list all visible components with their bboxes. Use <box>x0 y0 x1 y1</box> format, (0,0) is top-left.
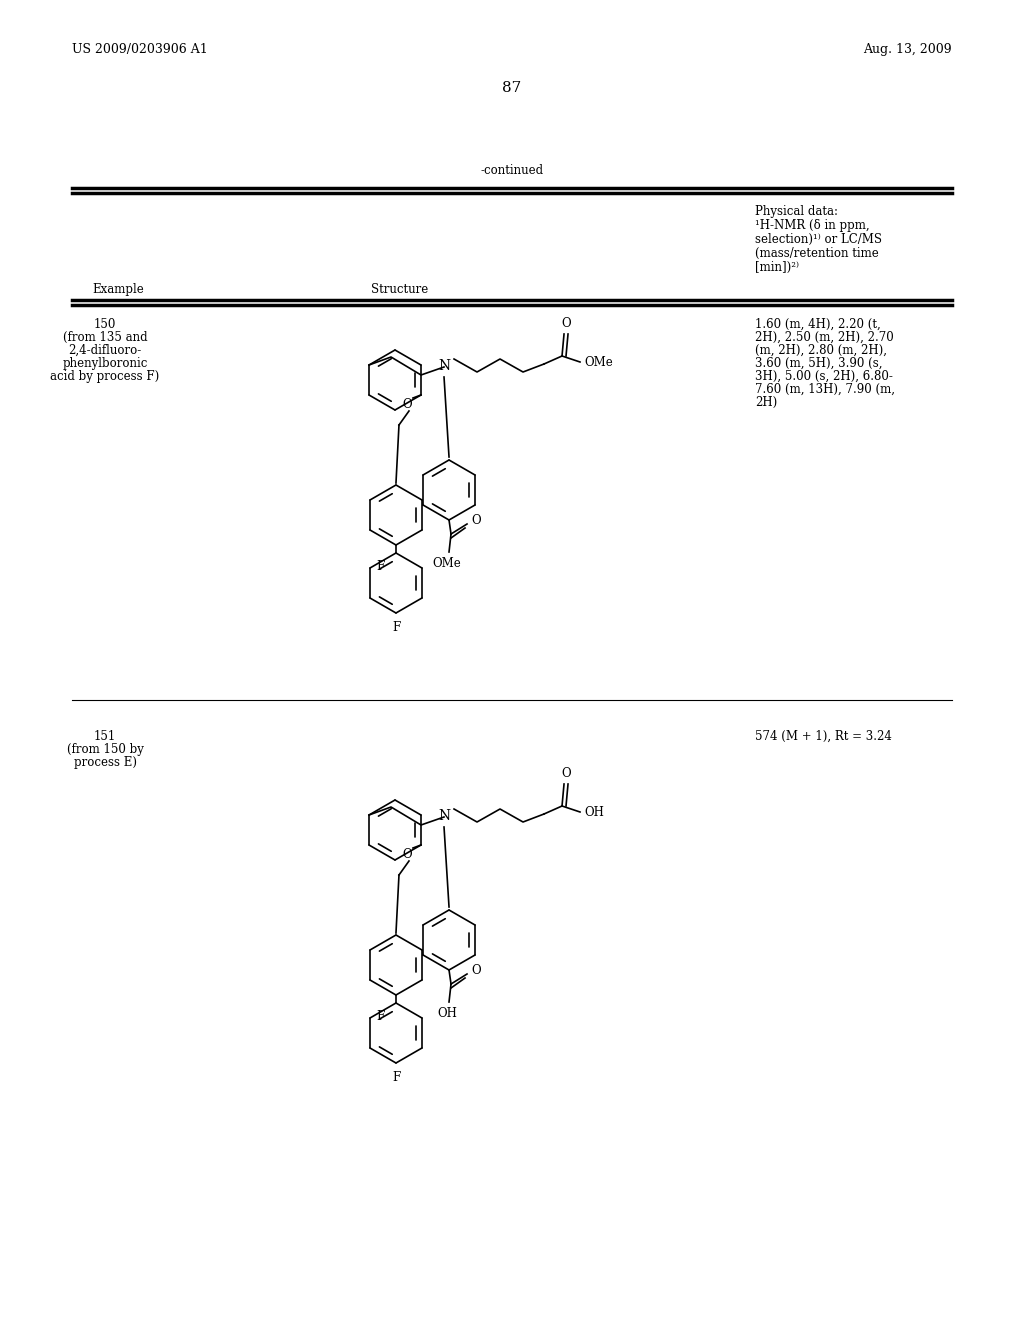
Text: Aug. 13, 2009: Aug. 13, 2009 <box>863 44 952 57</box>
Text: 7.60 (m, 13H), 7.90 (m,: 7.60 (m, 13H), 7.90 (m, <box>755 383 895 396</box>
Text: 2H), 2.50 (m, 2H), 2.70: 2H), 2.50 (m, 2H), 2.70 <box>755 331 894 345</box>
Text: O: O <box>471 964 480 977</box>
Text: [min])²⁾: [min])²⁾ <box>755 261 799 275</box>
Text: F: F <box>392 1071 400 1084</box>
Text: process E): process E) <box>74 756 136 770</box>
Text: 150: 150 <box>94 318 116 331</box>
Text: O: O <box>402 399 412 412</box>
Text: 1.60 (m, 4H), 2.20 (t,: 1.60 (m, 4H), 2.20 (t, <box>755 318 881 331</box>
Text: phenylboronic: phenylboronic <box>62 356 147 370</box>
Text: O: O <box>402 849 412 862</box>
Text: 87: 87 <box>503 81 521 95</box>
Text: acid by process F): acid by process F) <box>50 370 160 383</box>
Text: 3.60 (m, 5H), 3.90 (s,: 3.60 (m, 5H), 3.90 (s, <box>755 356 883 370</box>
Text: (from 150 by: (from 150 by <box>67 743 143 756</box>
Text: OH: OH <box>584 805 604 818</box>
Text: OMe: OMe <box>433 557 462 570</box>
Text: selection)¹⁾ or LC/MS: selection)¹⁾ or LC/MS <box>755 234 882 246</box>
Text: O: O <box>561 767 570 780</box>
Text: F: F <box>392 620 400 634</box>
Text: Structure: Structure <box>372 282 429 296</box>
Text: Example: Example <box>92 282 144 296</box>
Text: O: O <box>561 317 570 330</box>
Text: (mass/retention time: (mass/retention time <box>755 247 879 260</box>
Text: 2,4-difluoro-: 2,4-difluoro- <box>69 345 141 356</box>
Text: F: F <box>376 560 384 573</box>
Text: (m, 2H), 2.80 (m, 2H),: (m, 2H), 2.80 (m, 2H), <box>755 345 887 356</box>
Text: N: N <box>438 359 451 374</box>
Text: 3H), 5.00 (s, 2H), 6.80-: 3H), 5.00 (s, 2H), 6.80- <box>755 370 893 383</box>
Text: ¹H-NMR (δ in ppm,: ¹H-NMR (δ in ppm, <box>755 219 869 232</box>
Text: Physical data:: Physical data: <box>755 205 838 218</box>
Text: OH: OH <box>437 1007 457 1020</box>
Text: -continued: -continued <box>480 164 544 177</box>
Text: 574 (M + 1), Rt = 3.24: 574 (M + 1), Rt = 3.24 <box>755 730 892 743</box>
Text: US 2009/0203906 A1: US 2009/0203906 A1 <box>72 44 208 57</box>
Text: O: O <box>471 513 480 527</box>
Text: (from 135 and: (from 135 and <box>62 331 147 345</box>
Text: N: N <box>438 809 451 822</box>
Text: OMe: OMe <box>584 355 612 368</box>
Text: F: F <box>376 1010 384 1023</box>
Text: 151: 151 <box>94 730 116 743</box>
Text: 2H): 2H) <box>755 396 777 409</box>
